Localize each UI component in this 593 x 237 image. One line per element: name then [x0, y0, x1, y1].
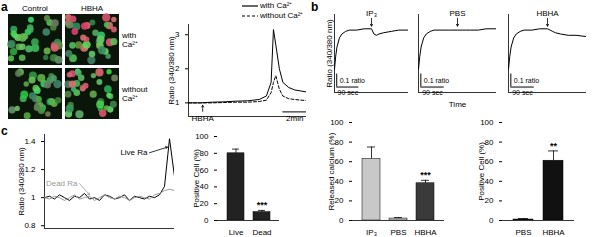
html-text:b: b	[311, 0, 319, 14]
svg-text:100: 100	[480, 118, 494, 127]
svg-text:0.1 ratio: 0.1 ratio	[340, 77, 365, 84]
svg-text:60: 60	[484, 157, 494, 167]
svg-text:0.1 ratio: 0.1 ratio	[424, 77, 449, 84]
svg-text:withCa²⁺: withCa²⁺	[121, 31, 138, 49]
svg-text:Dead: Dead	[252, 228, 271, 237]
svg-text:***: ***	[420, 170, 431, 180]
html-text:with Ca²⁺: with Ca²⁺	[260, 1, 293, 10]
svg-text:0.1 ratio: 0.1 ratio	[514, 77, 539, 84]
svg-text:Released calcium (%): Released calcium (%)	[327, 132, 336, 210]
svg-text:HBHA: HBHA	[192, 114, 215, 123]
svg-text:withoutCa²⁺: withoutCa²⁺	[121, 85, 148, 103]
svg-text:80: 80	[334, 137, 344, 147]
svg-text:IP₃: IP₃	[366, 228, 377, 237]
svg-text:Control: Control	[22, 4, 48, 13]
svg-text:HBHA: HBHA	[542, 228, 565, 237]
svg-text:0.8: 0.8	[24, 221, 36, 230]
svg-text:2: 2	[175, 64, 180, 74]
svg-text:HBHA: HBHA	[536, 9, 559, 18]
svg-text:Time: Time	[449, 100, 467, 109]
svg-text:0: 0	[204, 216, 209, 225]
svg-text:40: 40	[334, 176, 344, 186]
svg-text:***: ***	[257, 200, 268, 210]
svg-text:40: 40	[484, 176, 494, 186]
svg-text:1: 1	[31, 193, 36, 202]
svg-text:1.2: 1.2	[24, 165, 36, 175]
svg-text:90 sec: 90 sec	[422, 89, 443, 96]
svg-text:1.4: 1.4	[24, 137, 36, 146]
html-text:a: a	[1, 0, 8, 14]
svg-text:Dead Ra: Dead Ra	[46, 179, 78, 188]
svg-text:90 sec: 90 sec	[338, 89, 359, 96]
svg-text:IP₃: IP₃	[366, 9, 377, 18]
svg-text:0: 0	[339, 216, 344, 225]
svg-text:Positive Cell (%): Positive Cell (%)	[477, 142, 486, 201]
svg-text:1: 1	[175, 98, 180, 108]
svg-text:100: 100	[330, 118, 344, 127]
svg-text:0: 0	[489, 216, 494, 225]
svg-text:20: 20	[199, 199, 209, 209]
html-text:without Ca²⁺: without Ca²⁺	[260, 11, 304, 20]
svg-text:90 sec: 90 sec	[512, 89, 533, 96]
svg-text:80: 80	[484, 137, 494, 147]
svg-text:Ratio (340/380 nm): Ratio (340/380 nm)	[17, 147, 26, 216]
svg-text:PBS: PBS	[449, 9, 465, 18]
svg-text:80: 80	[199, 148, 209, 158]
svg-text:PBS: PBS	[515, 228, 531, 237]
svg-text:Live: Live	[229, 228, 244, 237]
svg-text:3: 3	[175, 30, 180, 40]
svg-text:PBS: PBS	[390, 228, 406, 237]
svg-text:100: 100	[195, 132, 209, 141]
svg-text:60: 60	[334, 157, 344, 167]
svg-text:60: 60	[199, 165, 209, 175]
svg-text:40: 40	[199, 182, 209, 192]
svg-text:Ratio (340/380 nm): Ratio (340/380 nm)	[325, 19, 334, 88]
svg-text:20: 20	[334, 196, 344, 206]
svg-text:20: 20	[484, 196, 494, 206]
svg-text:Positive Cell (%): Positive Cell (%)	[192, 149, 201, 208]
svg-text:HBHA: HBHA	[81, 4, 104, 13]
svg-text:**: **	[550, 141, 558, 151]
html-text:c: c	[1, 124, 8, 138]
svg-text:Ratio (340/380 nm): Ratio (340/380 nm)	[167, 36, 176, 105]
svg-text:HBHA: HBHA	[414, 228, 437, 237]
svg-text:Live Ra: Live Ra	[120, 148, 148, 157]
svg-text:2min: 2min	[286, 114, 303, 123]
